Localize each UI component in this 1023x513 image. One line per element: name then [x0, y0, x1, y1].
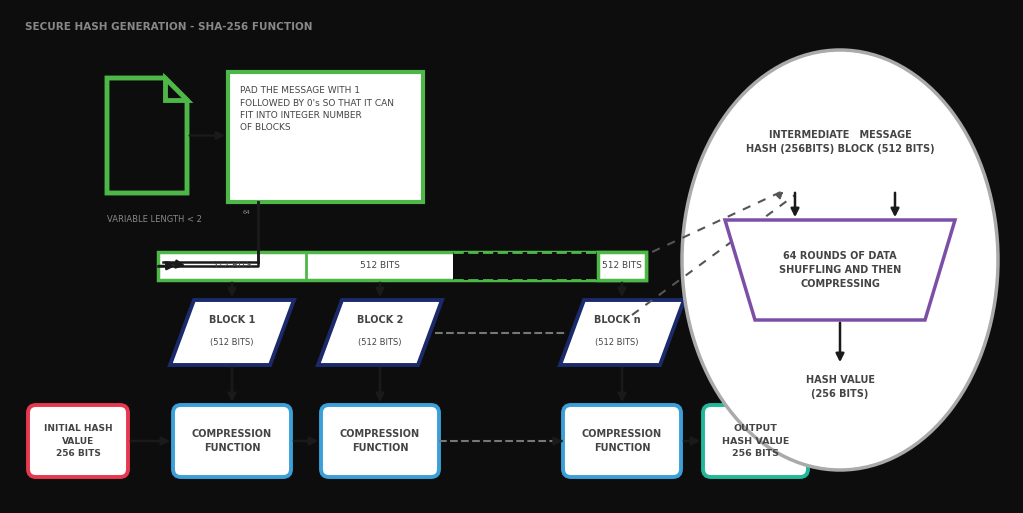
Text: COMPRESSION
FUNCTION: COMPRESSION FUNCTION	[340, 429, 420, 453]
Text: BLOCK n: BLOCK n	[593, 315, 640, 325]
Text: BLOCK 1: BLOCK 1	[209, 315, 255, 325]
Text: 512 BITS: 512 BITS	[603, 262, 642, 270]
Text: BLOCK 2: BLOCK 2	[357, 315, 403, 325]
Text: (512 BITS): (512 BITS)	[358, 338, 402, 346]
Polygon shape	[165, 78, 187, 100]
Ellipse shape	[682, 50, 998, 470]
Text: COMPRESSION
FUNCTION: COMPRESSION FUNCTION	[582, 429, 662, 453]
Polygon shape	[725, 220, 955, 320]
Polygon shape	[107, 78, 187, 193]
Bar	[598, 252, 646, 280]
FancyBboxPatch shape	[703, 405, 808, 477]
Text: 512 BITS: 512 BITS	[360, 262, 400, 270]
Text: (512 BITS): (512 BITS)	[595, 338, 638, 346]
Text: SECURE HASH GENERATION - SHA-256 FUNCTION: SECURE HASH GENERATION - SHA-256 FUNCTIO…	[25, 22, 312, 32]
Text: INTERMEDIATE   MESSAGE
HASH (256BITS) BLOCK (512 BITS): INTERMEDIATE MESSAGE HASH (256BITS) BLOC…	[746, 130, 934, 154]
FancyBboxPatch shape	[28, 405, 128, 477]
FancyBboxPatch shape	[173, 405, 291, 477]
Text: 64: 64	[243, 210, 251, 215]
FancyBboxPatch shape	[321, 405, 439, 477]
Text: PAD THE MESSAGE WITH 1
FOLLOWED BY 0's SO THAT IT CAN
FIT INTO INTEGER NUMBER
OF: PAD THE MESSAGE WITH 1 FOLLOWED BY 0's S…	[240, 86, 394, 132]
Bar	[228, 72, 422, 202]
Bar	[453, 252, 598, 280]
Text: (512 BITS): (512 BITS)	[211, 338, 254, 346]
Text: 64 ROUNDS OF DATA
SHUFFLING AND THEN
COMPRESSING: 64 ROUNDS OF DATA SHUFFLING AND THEN COM…	[779, 251, 901, 289]
Text: HASH VALUE
(256 BITS): HASH VALUE (256 BITS)	[805, 375, 875, 399]
Text: INITIAL HASH
VALUE
256 BITS: INITIAL HASH VALUE 256 BITS	[44, 424, 113, 458]
Text: VARIABLE LENGTH < 2: VARIABLE LENGTH < 2	[107, 215, 202, 224]
FancyBboxPatch shape	[563, 405, 681, 477]
Polygon shape	[560, 300, 684, 365]
Bar	[158, 252, 646, 280]
Text: OUTPUT
HASH VALUE
256 BITS: OUTPUT HASH VALUE 256 BITS	[722, 424, 789, 458]
Text: COMPRESSION
FUNCTION: COMPRESSION FUNCTION	[192, 429, 272, 453]
Polygon shape	[170, 300, 294, 365]
Polygon shape	[318, 300, 442, 365]
Text: 512 BITS: 512 BITS	[212, 262, 252, 270]
